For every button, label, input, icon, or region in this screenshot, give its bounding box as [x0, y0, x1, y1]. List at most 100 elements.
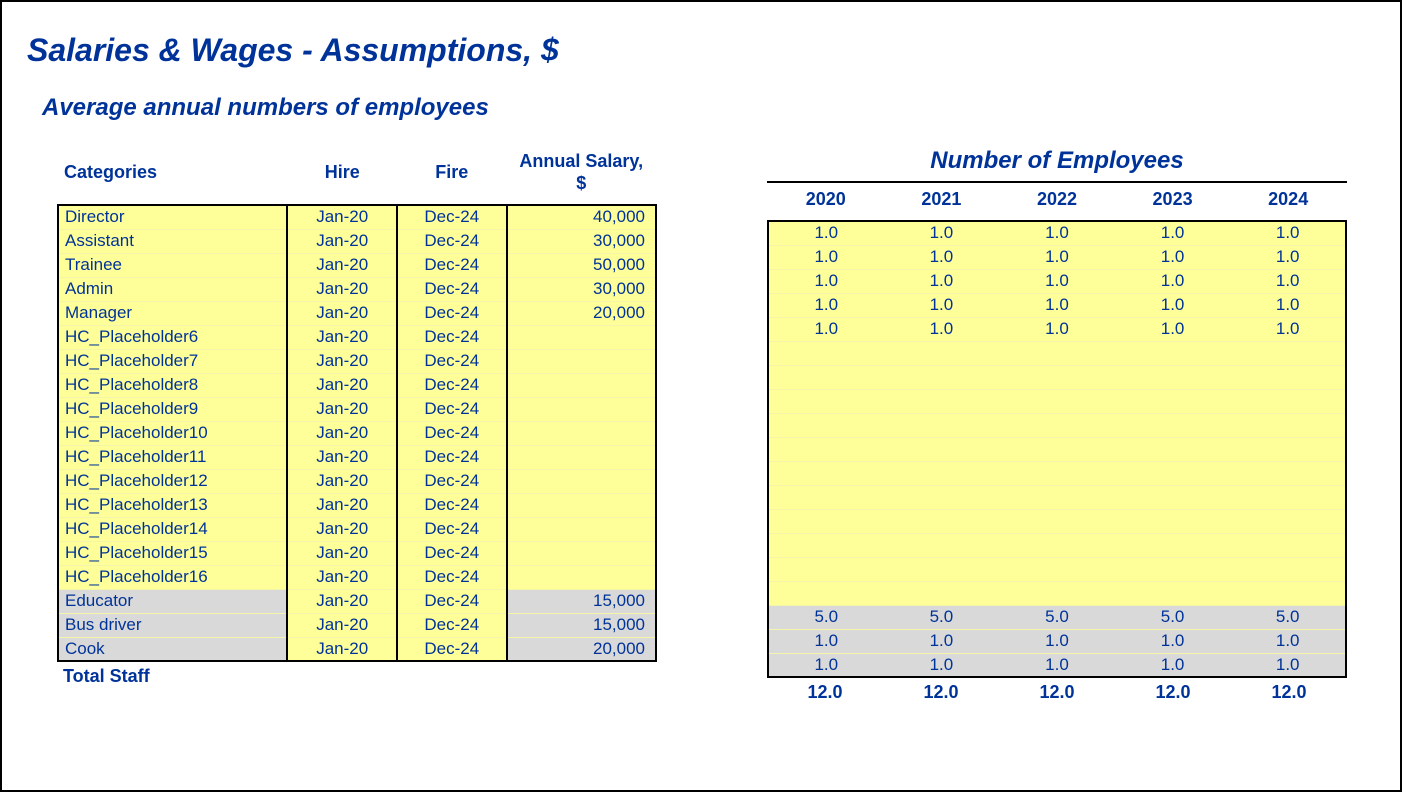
salary-cell[interactable] — [507, 397, 656, 421]
fire-cell[interactable]: Dec-24 — [397, 397, 507, 421]
count-cell[interactable]: 5.0 — [1115, 605, 1231, 629]
salary-cell[interactable]: 50,000 — [507, 253, 656, 277]
count-cell[interactable]: 1.0 — [1230, 269, 1346, 293]
count-cell[interactable]: 5.0 — [999, 605, 1115, 629]
count-cell[interactable]: 1.0 — [884, 293, 1000, 317]
count-cell[interactable] — [1230, 389, 1346, 413]
count-cell[interactable] — [999, 365, 1115, 389]
salary-cell[interactable]: 40,000 — [507, 205, 656, 229]
count-cell[interactable] — [768, 509, 884, 533]
fire-cell[interactable]: Dec-24 — [397, 253, 507, 277]
fire-cell[interactable]: Dec-24 — [397, 493, 507, 517]
count-cell[interactable] — [768, 533, 884, 557]
fire-cell[interactable]: Dec-24 — [397, 325, 507, 349]
count-cell[interactable] — [1115, 581, 1231, 605]
count-cell[interactable]: 5.0 — [768, 605, 884, 629]
count-cell[interactable] — [884, 413, 1000, 437]
fire-cell[interactable]: Dec-24 — [397, 421, 507, 445]
count-cell[interactable] — [1115, 533, 1231, 557]
category-cell[interactable]: Bus driver — [58, 613, 287, 637]
count-cell[interactable]: 1.0 — [768, 629, 884, 653]
count-cell[interactable] — [768, 485, 884, 509]
hire-cell[interactable]: Jan-20 — [287, 469, 397, 493]
count-cell[interactable] — [768, 581, 884, 605]
hire-cell[interactable]: Jan-20 — [287, 205, 397, 229]
fire-cell[interactable]: Dec-24 — [397, 469, 507, 493]
count-cell[interactable]: 1.0 — [768, 653, 884, 677]
count-cell[interactable] — [884, 581, 1000, 605]
hire-cell[interactable]: Jan-20 — [287, 325, 397, 349]
category-cell[interactable]: HC_Placeholder11 — [58, 445, 287, 469]
count-cell[interactable]: 1.0 — [1115, 317, 1231, 341]
category-cell[interactable]: HC_Placeholder16 — [58, 565, 287, 589]
category-cell[interactable]: HC_Placeholder13 — [58, 493, 287, 517]
fire-cell[interactable]: Dec-24 — [397, 349, 507, 373]
salary-cell[interactable] — [507, 421, 656, 445]
count-cell[interactable] — [999, 437, 1115, 461]
count-cell[interactable]: 1.0 — [999, 245, 1115, 269]
count-cell[interactable]: 1.0 — [884, 629, 1000, 653]
count-cell[interactable]: 1.0 — [768, 221, 884, 245]
count-cell[interactable] — [1115, 557, 1231, 581]
count-cell[interactable]: 1.0 — [999, 293, 1115, 317]
hire-cell[interactable]: Jan-20 — [287, 397, 397, 421]
count-cell[interactable]: 5.0 — [1230, 605, 1346, 629]
hire-cell[interactable]: Jan-20 — [287, 277, 397, 301]
category-cell[interactable]: Admin — [58, 277, 287, 301]
count-cell[interactable]: 1.0 — [1230, 221, 1346, 245]
salary-cell[interactable] — [507, 445, 656, 469]
hire-cell[interactable]: Jan-20 — [287, 421, 397, 445]
count-cell[interactable]: 1.0 — [1115, 269, 1231, 293]
salary-cell[interactable]: 30,000 — [507, 277, 656, 301]
salary-cell[interactable]: 20,000 — [507, 301, 656, 325]
count-cell[interactable] — [1230, 581, 1346, 605]
count-cell[interactable] — [1230, 413, 1346, 437]
salary-cell[interactable] — [507, 373, 656, 397]
count-cell[interactable] — [999, 581, 1115, 605]
count-cell[interactable]: 1.0 — [768, 245, 884, 269]
fire-cell[interactable]: Dec-24 — [397, 541, 507, 565]
hire-cell[interactable]: Jan-20 — [287, 445, 397, 469]
fire-cell[interactable]: Dec-24 — [397, 205, 507, 229]
fire-cell[interactable]: Dec-24 — [397, 229, 507, 253]
count-cell[interactable] — [1115, 509, 1231, 533]
count-cell[interactable] — [1230, 437, 1346, 461]
hire-cell[interactable]: Jan-20 — [287, 565, 397, 589]
count-cell[interactable] — [999, 461, 1115, 485]
count-cell[interactable] — [884, 341, 1000, 365]
salary-cell[interactable]: 15,000 — [507, 589, 656, 613]
count-cell[interactable] — [1115, 461, 1231, 485]
salary-cell[interactable] — [507, 325, 656, 349]
count-cell[interactable] — [768, 413, 884, 437]
hire-cell[interactable]: Jan-20 — [287, 229, 397, 253]
count-cell[interactable]: 1.0 — [1230, 653, 1346, 677]
salary-cell[interactable] — [507, 565, 656, 589]
category-cell[interactable]: Cook — [58, 637, 287, 661]
count-cell[interactable] — [768, 365, 884, 389]
count-cell[interactable] — [1230, 557, 1346, 581]
count-cell[interactable] — [768, 461, 884, 485]
count-cell[interactable] — [1115, 413, 1231, 437]
count-cell[interactable]: 5.0 — [884, 605, 1000, 629]
count-cell[interactable]: 1.0 — [1115, 629, 1231, 653]
count-cell[interactable] — [1115, 389, 1231, 413]
fire-cell[interactable]: Dec-24 — [397, 373, 507, 397]
category-cell[interactable]: HC_Placeholder14 — [58, 517, 287, 541]
count-cell[interactable] — [884, 485, 1000, 509]
count-cell[interactable] — [999, 389, 1115, 413]
count-cell[interactable]: 1.0 — [1230, 317, 1346, 341]
count-cell[interactable] — [884, 389, 1000, 413]
count-cell[interactable]: 1.0 — [1115, 653, 1231, 677]
count-cell[interactable] — [884, 365, 1000, 389]
count-cell[interactable] — [884, 557, 1000, 581]
count-cell[interactable] — [1230, 533, 1346, 557]
category-cell[interactable]: HC_Placeholder8 — [58, 373, 287, 397]
fire-cell[interactable]: Dec-24 — [397, 277, 507, 301]
count-cell[interactable]: 1.0 — [1115, 245, 1231, 269]
category-cell[interactable]: HC_Placeholder10 — [58, 421, 287, 445]
fire-cell[interactable]: Dec-24 — [397, 445, 507, 469]
count-cell[interactable] — [1230, 509, 1346, 533]
count-cell[interactable] — [768, 341, 884, 365]
count-cell[interactable] — [999, 557, 1115, 581]
count-cell[interactable] — [1230, 461, 1346, 485]
